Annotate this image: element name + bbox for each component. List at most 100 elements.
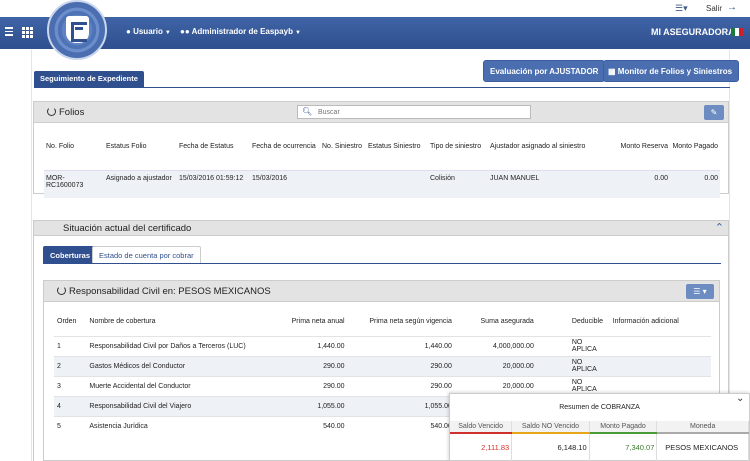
cell-prima-vigencia: 1,440.00 — [347, 335, 455, 356]
edit-button[interactable]: ✎ — [704, 105, 724, 120]
cell-monto-reserva: 0.00 — [616, 169, 670, 198]
chevron-down-icon[interactable]: ⌄ — [736, 393, 745, 404]
main-navbar: ● Usuario ▼ ●● Administrador de Easpayb ▼ … — [0, 17, 750, 49]
monitor-label: Monitor de Folios y Siniestros — [617, 67, 733, 76]
coberturas-title: Responsabilidad Civil en: PESOS MEXICANO… — [69, 286, 271, 297]
value-saldo-no-vencido: 6,148.10 — [511, 433, 590, 461]
shield-e-icon — [66, 16, 89, 43]
col-header: Deducible — [571, 318, 603, 326]
col-saldo-no-vencido: Saldo NO Vencido — [511, 421, 590, 434]
tab-coberturas[interactable]: Coberturas — [43, 246, 98, 263]
cell-prima-vigencia: 1,055.00 — [347, 395, 455, 416]
col-header: Orden — [57, 318, 77, 326]
col-monto-pagado: Monto Pagado — [589, 421, 658, 434]
cell-tipo-siniestro: Colisión — [428, 169, 488, 198]
admin-menu[interactable]: ●● Administrador de Easpayb ▼ — [180, 27, 301, 36]
refresh-icon[interactable] — [47, 107, 56, 116]
logout-icon[interactable]: → — [727, 2, 737, 13]
search-box[interactable]: 🔍︎ — [297, 105, 531, 119]
cell-prima-anual: 290.00 — [268, 375, 348, 396]
col-header: Prima neta anual — [291, 318, 345, 326]
cell-prima-vigencia: 290.00 — [347, 355, 455, 376]
cell-monto-pagado: 0.00 — [670, 169, 720, 198]
cell-folio[interactable]: MOR-RC1600073 — [44, 169, 104, 198]
folios-table: No. Folio Estatus Folio Fecha de Estatus… — [44, 124, 720, 198]
salir-link[interactable]: Salir — [706, 4, 723, 13]
cobranza-summary-panel: ⌄ Resumen de COBRANZA Saldo Vencido Sald… — [449, 393, 750, 461]
pencil-icon: ✎ — [710, 108, 718, 117]
hamburger-menu-icon[interactable] — [5, 27, 13, 38]
cell-suma-asegurada: 20,000.00 — [454, 375, 537, 396]
value-saldo-vencido: 2,111.83 — [450, 433, 513, 461]
col-header: Monto Pagado — [672, 143, 718, 151]
subtab-underline — [43, 263, 721, 264]
cell-deducible: NO APLICA — [536, 355, 610, 376]
list-options-button[interactable]: ☰ ▾ — [686, 284, 714, 299]
evaluacion-ajustador-button[interactable]: Evaluación por AJUSTADOR — [483, 60, 606, 82]
cell-orden: 4 — [54, 395, 87, 416]
cell-nombre: Responsabilidad Civil por Daños a Tercer… — [86, 335, 269, 356]
folios-header-row: No. Folio Estatus Folio Fecha de Estatus… — [44, 124, 720, 170]
cell-prima-anual: 290.00 — [268, 355, 348, 376]
user-icon: ● — [126, 27, 131, 36]
refresh-icon[interactable] — [57, 286, 66, 295]
folios-title: Folios — [59, 107, 85, 118]
cell-prima-anual: 1,055.00 — [268, 395, 348, 416]
col-header: Ajustador asignado al siniestro — [490, 143, 586, 151]
col-header: Fecha de ocurrencia — [252, 143, 316, 151]
table-row[interactable]: 1 Responsabilidad Civil por Daños a Terc… — [54, 335, 711, 356]
cell-nombre: Responsabilidad Civil del Viajero — [86, 395, 269, 416]
cobranza-title: Resumen de COBRANZA — [559, 404, 640, 411]
cell-info — [609, 375, 711, 396]
chevron-up-icon[interactable]: ⌃ — [714, 222, 724, 234]
cell-suma-asegurada: 20,000.00 — [454, 355, 537, 376]
situacion-title: Situación actual del certificado — [63, 223, 192, 234]
tab-seguimiento-expediente[interactable]: Seguimiento de Expediente — [34, 71, 144, 87]
col-header: Prima neta según vigencia — [369, 318, 452, 326]
usuario-menu[interactable]: ● Usuario ▼ — [126, 27, 171, 36]
cell-estatus-siniestro — [366, 169, 428, 198]
col-header: Fecha de Estatus — [179, 143, 234, 151]
list-icon: ☰ ▾ — [693, 287, 707, 296]
coberturas-header-row: Orden Nombre de cobertura Prima neta anu… — [54, 308, 711, 336]
cobranza-table: Saldo Vencido Saldo NO Vencido Monto Pag… — [450, 421, 749, 461]
search-input[interactable] — [318, 107, 518, 118]
cell-no-siniestro — [320, 169, 366, 198]
search-icon: 🔍︎ — [302, 107, 313, 116]
cell-orden: 5 — [54, 415, 87, 436]
usuario-label: Usuario — [133, 27, 163, 36]
cell-deducible: NO APLICA — [536, 335, 610, 356]
content-border-right — [729, 50, 730, 461]
col-header: No. Siniestro — [322, 143, 363, 151]
cobranza-values-row: 2,111.83 6,148.10 7,340.07 PESOS MEXICAN… — [450, 433, 749, 461]
cell-prima-vigencia: 540.00 — [347, 415, 455, 436]
cell-info — [609, 335, 711, 356]
table-row[interactable]: MOR-RC1600073 Asignado a ajustador 15/03… — [44, 169, 720, 198]
users-group-icon: ●● — [180, 27, 190, 36]
cell-fecha-ocurrencia: 15/03/2016 — [250, 169, 320, 198]
cell-deducible: NO APLICA — [536, 375, 610, 396]
folios-header: Folios 🔍︎ ✎ — [34, 102, 728, 123]
table-row[interactable]: 3 Muerte Accidental del Conductor 290.00… — [54, 375, 711, 396]
tab-underline — [34, 87, 730, 88]
col-header: Información adicional — [612, 318, 679, 326]
situacion-header: Situación actual del certificado ⌃ — [34, 221, 728, 236]
tab-estado-cuenta[interactable]: Estado de cuenta por cobrar — [92, 246, 201, 263]
cell-prima-vigencia: 290.00 — [347, 375, 455, 396]
content-border-left — [31, 50, 32, 461]
cell-nombre: Gastos Médicos del Conductor — [86, 355, 269, 376]
folios-panel: Folios 🔍︎ ✎ No. Folio Estatus Folio Fech… — [33, 101, 729, 198]
caret-down-icon: ▼ — [164, 30, 171, 36]
monitor-folios-button[interactable]: ▦ Monitor de Folios y Siniestros — [603, 60, 740, 82]
cell-prima-anual: 540.00 — [268, 415, 348, 436]
col-header: No. Folio — [46, 143, 75, 151]
caret-down-icon: ▼ — [294, 30, 301, 36]
cobranza-header-row: Saldo Vencido Saldo NO Vencido Monto Pag… — [450, 421, 749, 434]
cell-ajustador: JUAN MANUEL — [488, 169, 616, 198]
table-row[interactable]: 2 Gastos Médicos del Conductor 290.00 29… — [54, 355, 711, 376]
cell-nombre: Asistencia Jurídica — [86, 415, 269, 436]
tools-menu-icon[interactable]: ☰▾ — [675, 3, 688, 13]
app-logo[interactable] — [47, 0, 107, 60]
col-header: Monto Reserva — [620, 143, 668, 151]
apps-grid-icon[interactable] — [22, 27, 33, 38]
